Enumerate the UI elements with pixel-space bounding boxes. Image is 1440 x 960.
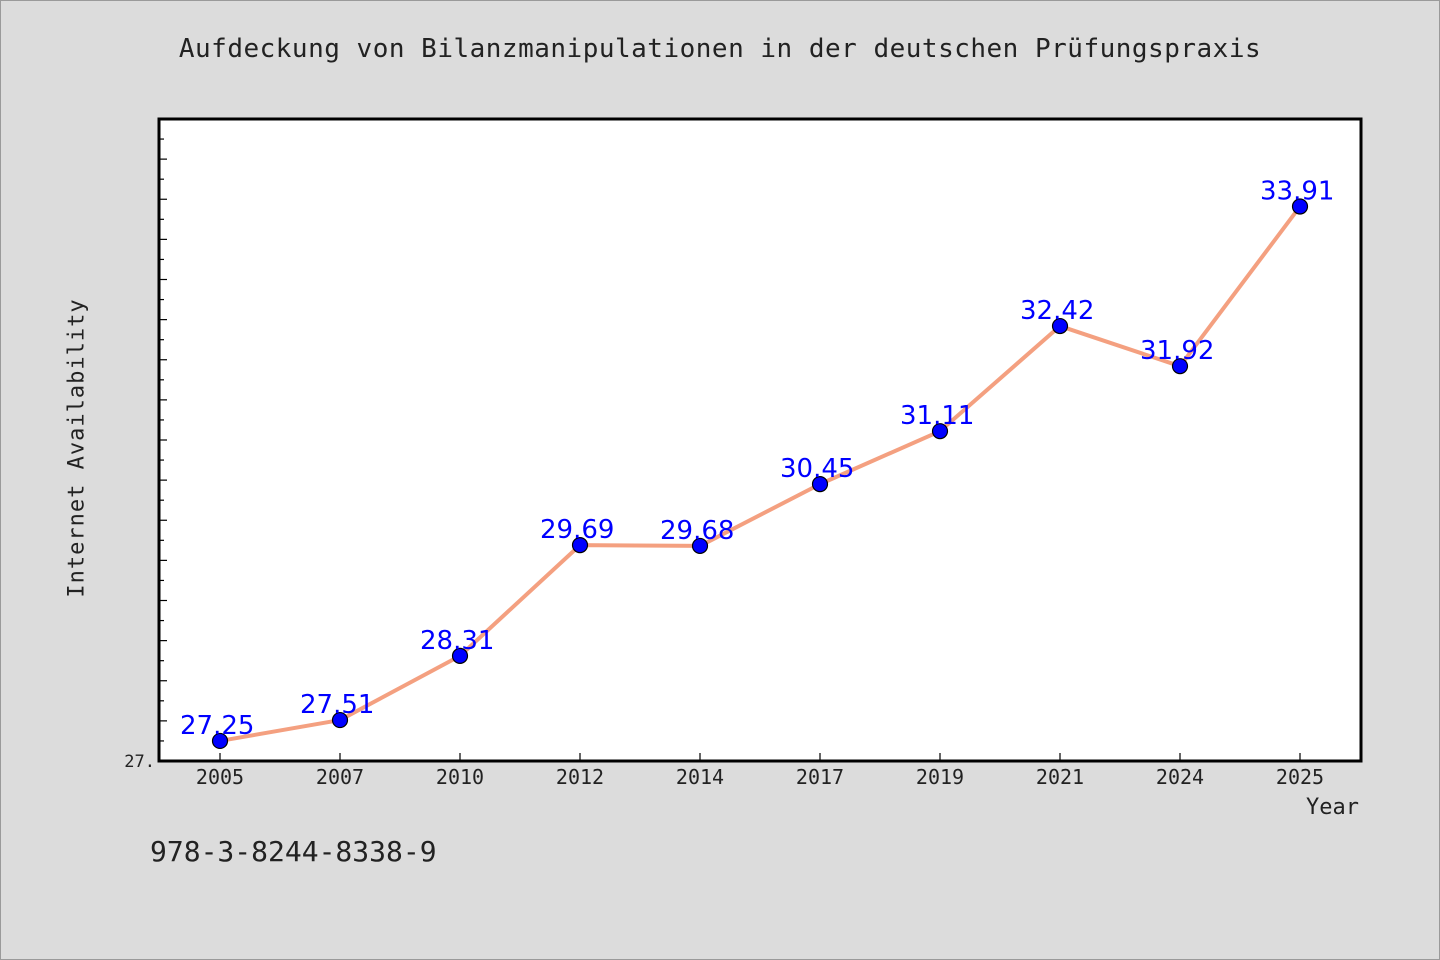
x-tick-label: 2021 [1036, 765, 1084, 789]
data-point [1291, 198, 1309, 215]
data-label: 29.68 [660, 516, 734, 546]
data-label: 27.25 [180, 711, 254, 741]
data-point [331, 711, 349, 729]
y-tick-label: 27. [124, 752, 155, 772]
data-label: 31.92 [1140, 336, 1214, 366]
data-point [451, 647, 469, 664]
x-tick-label: 2012 [556, 765, 604, 789]
plot-border [157, 117, 1363, 763]
data-label: 29.69 [540, 515, 614, 545]
data-point [811, 476, 829, 493]
data-label: 30.45 [780, 454, 854, 484]
series-line [218, 204, 1302, 743]
x-tick-label: 2017 [796, 765, 844, 789]
x-tick-label: 2014 [676, 765, 724, 789]
data-label: 32.42 [1020, 296, 1094, 326]
x-tick-label: 2007 [316, 765, 364, 789]
data-point [1171, 358, 1189, 375]
data-point [931, 423, 949, 440]
isbn-text: 978-3-8244-8338-9 [150, 835, 437, 868]
data-point [571, 537, 589, 554]
data-label: 31.11 [900, 401, 974, 431]
data-label: 27.51 [300, 690, 374, 720]
chart-title: Aufdeckung von Bilanzmanipulationen in d… [178, 34, 1262, 64]
data-label: 33.91 [1260, 176, 1334, 206]
data-point [691, 537, 709, 555]
plot-area [159, 119, 1361, 761]
data-point [211, 732, 229, 750]
x-tick-label: 2019 [916, 765, 964, 789]
x-tick-label: 2010 [436, 765, 484, 789]
x-tick-label: 2024 [1156, 765, 1204, 789]
x-tick-label: 2025 [1276, 765, 1324, 789]
data-label: 28.31 [420, 626, 494, 656]
x-axis-label: Year [1306, 795, 1359, 820]
data-point [1051, 317, 1069, 335]
x-tick-label: 2005 [196, 765, 244, 789]
